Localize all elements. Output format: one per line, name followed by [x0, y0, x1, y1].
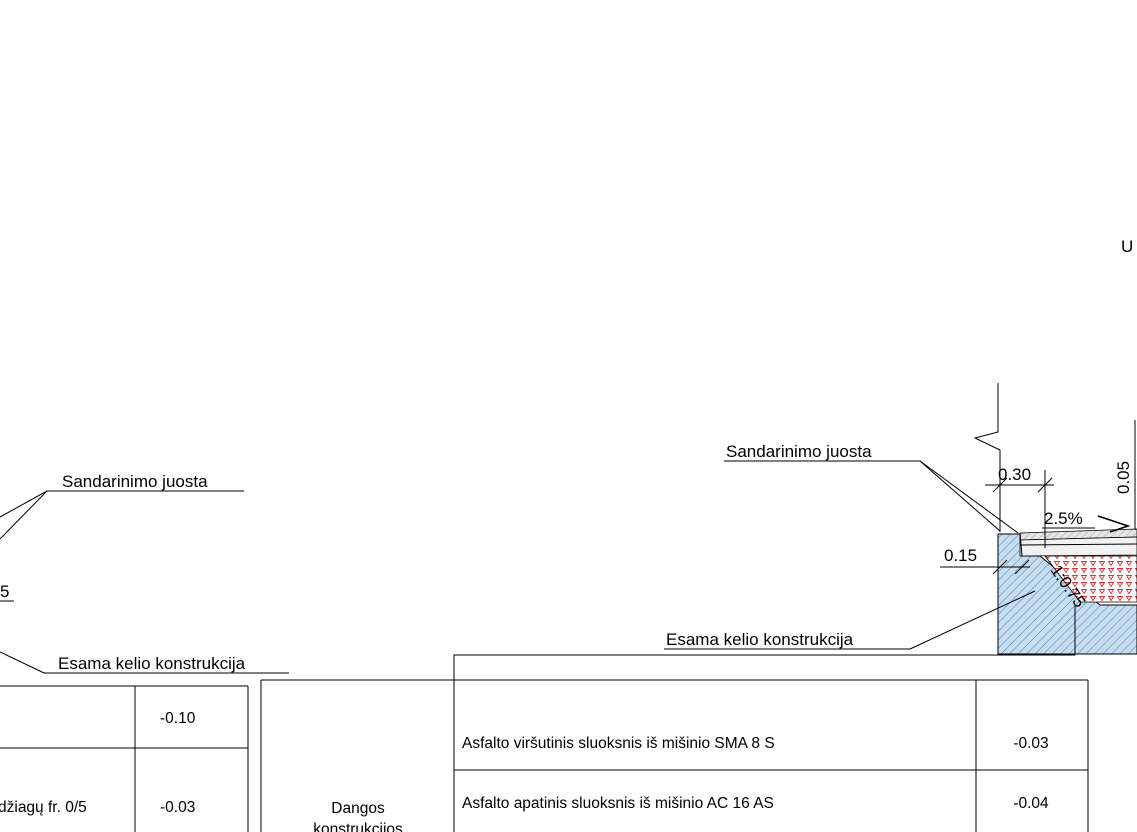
dim-015-tick-left	[992, 559, 1008, 575]
dim-030-tick-left	[992, 477, 1008, 493]
left-table: -0.10 džiagų fr. 0/5 -0.03	[0, 685, 249, 832]
right-table-row-2-text: Asfalto apatinis sluoksnis iš mišinio AC…	[462, 795, 774, 812]
right-seal-leader-2	[919, 460, 1019, 534]
right-table-row-2-value: -0.04	[1013, 795, 1049, 812]
left-partial-label: 5	[0, 582, 9, 601]
left-table-row-1-value: -0.10	[160, 710, 196, 727]
right-table-row-1-value: -0.03	[1013, 735, 1048, 752]
slope-arrow	[1097, 515, 1131, 533]
right-seal-label: Sandarinimo juosta	[726, 442, 872, 461]
right-table: Dangos konstrukcijos Asfalto viršutinis s…	[260, 679, 1089, 832]
left-existing-label: Esama kelio konstrukcija	[58, 654, 246, 673]
left-table-row-2-value: -0.03	[160, 799, 195, 816]
dim-015-text: 0.15	[944, 546, 977, 565]
layer-divider	[1019, 543, 1137, 546]
right-detail: U Sandarinimo juosta 0.30 0.05 2.5%	[453, 237, 1137, 680]
left-existing-leader	[0, 651, 45, 674]
slope-text: 2.5%	[1044, 509, 1083, 528]
right-existing-label: Esama kelio konstrukcija	[666, 630, 854, 649]
dim-030-text: 0.30	[998, 465, 1031, 484]
right-existing-leader	[909, 590, 1036, 650]
left-seal-label: Sandarinimo juosta	[62, 472, 208, 491]
dim-015-tick-right	[1014, 559, 1030, 575]
left-seal-leader	[0, 490, 48, 540]
right-table-row-1-text: Asfalto viršutinis sluoksnis iš mišinio …	[462, 735, 775, 752]
left-seal-leader-2	[0, 490, 48, 518]
table-bracket	[453, 606, 1076, 680]
left-detail: Sandarinimo juosta 5 Esama kelio konstru…	[0, 472, 289, 674]
left-table-row-2-text: džiagų fr. 0/5	[0, 799, 87, 816]
right-table-group-label: Dangos konstrukcijos	[313, 800, 403, 832]
bottom-asphalt-layer	[1019, 536, 1137, 557]
right-seal-leader-1	[919, 460, 1001, 532]
dim-030-tick-right	[1037, 477, 1053, 493]
fill-region	[1044, 555, 1137, 603]
dim-005-text: 0.05	[1114, 461, 1133, 494]
step-line	[1019, 532, 1023, 557]
clipped-title-letter: U	[1121, 237, 1133, 256]
break-line	[973, 383, 1001, 530]
